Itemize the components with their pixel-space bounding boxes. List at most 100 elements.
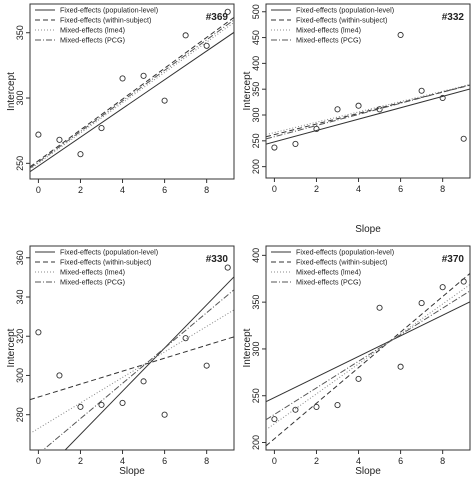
data-point	[35, 131, 42, 138]
data-point	[203, 362, 210, 369]
plot-frame	[265, 245, 471, 451]
regression-lines	[30, 16, 234, 173]
x-tick-label: 6	[398, 456, 403, 466]
y-tick-label: 200	[251, 435, 261, 450]
data-point	[313, 403, 320, 411]
x-tick-label: 4	[120, 185, 125, 195]
legend-label: Fixed-effects (within-subject)	[60, 258, 151, 267]
x-tick-label: 8	[440, 184, 445, 194]
y-tick-label: 360	[15, 250, 25, 265]
y-tick-label: 300	[251, 107, 261, 122]
data-point	[460, 278, 467, 285]
data-point	[35, 329, 42, 336]
legend-label: Mixed-effects (PCG)	[60, 36, 125, 45]
data-point	[224, 8, 231, 15]
data-point	[271, 416, 278, 423]
x-tick-label: 2	[78, 456, 83, 466]
data-point	[98, 125, 105, 132]
x-tick-label: 6	[162, 185, 167, 195]
data-point	[313, 125, 320, 132]
x-tick-label: 2	[314, 456, 319, 466]
data-point	[397, 363, 404, 370]
data-point	[334, 402, 341, 409]
panel-330: 0 2 4 6 8 280 300 320 340 360 Intercept Slope Fixed-…	[6, 245, 235, 477]
x-tick-label: 8	[204, 456, 209, 466]
data-point	[140, 72, 147, 79]
data-point	[56, 372, 63, 379]
panel-370: 0 2 4 6 8 200 250 300 350 400 Intercept Slope Fixed-…	[242, 245, 471, 477]
regression-line-solid	[266, 88, 470, 145]
panel-369: 0 2 4 6 8 250 300 350 Intercept Fixed-effects (po…	[6, 3, 235, 195]
y-tick-label: 300	[251, 341, 261, 356]
x-tick-label: 0	[36, 456, 41, 466]
y-tick-label: 350	[251, 82, 261, 97]
panel-id-label: #330	[206, 254, 229, 265]
x-tick-label: 4	[356, 456, 361, 466]
y-tick-label: 400	[251, 248, 261, 263]
y-tick-label: 340	[15, 289, 25, 304]
regression-line-solid	[64, 276, 234, 450]
data-point	[397, 31, 404, 39]
x-tick-label: 0	[36, 185, 41, 195]
data-point	[376, 106, 383, 113]
data-point	[292, 140, 299, 147]
data-point	[439, 284, 446, 291]
regression-lines	[266, 273, 470, 447]
data-point	[418, 300, 425, 307]
y-tick-label: 250	[251, 133, 261, 148]
regression-lines	[266, 84, 470, 145]
regression-lines	[30, 276, 234, 450]
legend-label: Fixed-effects (within-subject)	[60, 16, 151, 25]
y-axis-title: Intercept	[6, 328, 17, 367]
data-point	[56, 136, 63, 143]
y-tick-label: 320	[15, 329, 25, 344]
legend-label: Mixed-effects (PCG)	[60, 278, 125, 287]
x-tick-label: 4	[120, 456, 125, 466]
plot-frame	[29, 3, 235, 180]
y-tick-label: 300	[15, 91, 25, 106]
data-point	[119, 399, 126, 406]
x-tick-label: 8	[204, 185, 209, 195]
regression-line-solid	[30, 31, 234, 173]
regression-line-dashed	[266, 84, 470, 138]
x-axis-title: Slope	[355, 466, 381, 477]
legend-label: Mixed-effects (PCG)	[296, 278, 361, 287]
data-point	[77, 403, 84, 410]
x-tick-label: 6	[162, 456, 167, 466]
legend-label: Mixed-effects (lme4)	[296, 268, 361, 277]
x-tick-label: 4	[356, 184, 361, 194]
y-tick-label: 300	[15, 368, 25, 383]
legend-label: Mixed-effects (lme4)	[296, 26, 361, 35]
x-axis-title: Slope	[119, 466, 145, 477]
data-point	[334, 106, 341, 113]
regression-line-dashdot	[42, 289, 234, 450]
legend-label: Fixed-effects (population-level)	[60, 248, 158, 257]
x-tick-label: 6	[398, 184, 403, 194]
legend-label: Fixed-effects (within-subject)	[296, 258, 387, 267]
data-point	[182, 335, 189, 342]
data-point	[460, 135, 467, 142]
regression-line-dotted	[266, 284, 470, 431]
x-tick-label: 0	[272, 184, 277, 194]
data-point	[224, 264, 231, 271]
legend-label: Fixed-effects (population-level)	[296, 6, 394, 15]
data-point	[140, 378, 147, 385]
data-point	[161, 411, 168, 418]
y-tick-label: 250	[251, 388, 261, 403]
regression-line-dashed	[30, 336, 234, 401]
y-tick-label: 500	[251, 4, 261, 19]
y-tick-label: 250	[15, 156, 25, 171]
data-point	[376, 304, 383, 311]
regression-line-dotted	[266, 84, 470, 136]
x-tick-label: 8	[440, 456, 445, 466]
legend-label: Mixed-effects (lme4)	[60, 26, 125, 35]
x-tick-label: 2	[314, 184, 319, 194]
regression-line-solid	[266, 301, 470, 403]
x-tick-label: 2	[78, 185, 83, 195]
y-tick-label: 400	[251, 56, 261, 71]
panel-id-label: #332	[442, 12, 465, 23]
data-point	[161, 97, 168, 104]
panel-332: 0 2 4 6 8 200 250 300 350 400 450 500 Intercept Slope…	[242, 3, 471, 235]
regression-line-dotted	[30, 309, 234, 434]
